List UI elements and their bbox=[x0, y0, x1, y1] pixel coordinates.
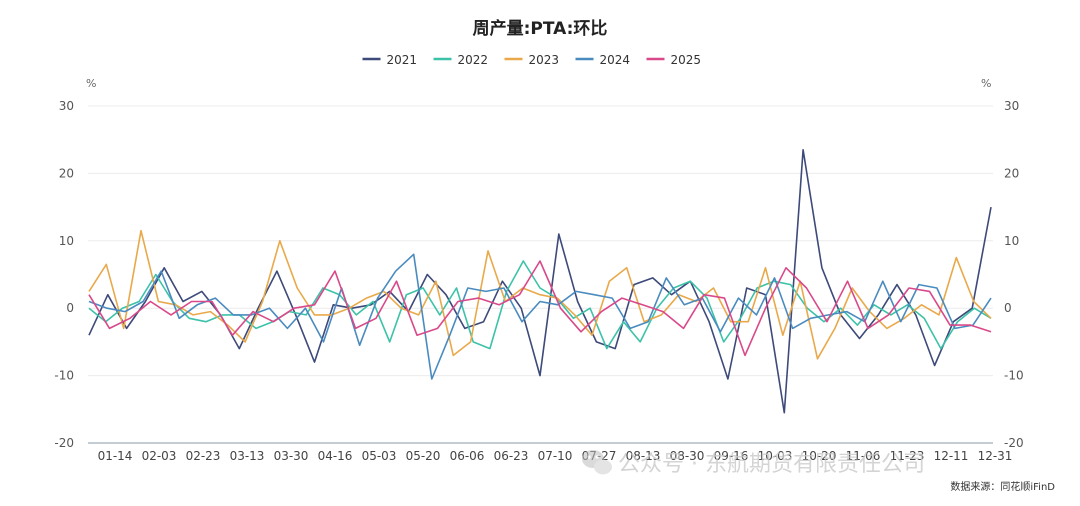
x-tick-label: 05-20 bbox=[406, 449, 441, 463]
y-tick-right: 20 bbox=[1004, 166, 1019, 180]
legend-label: 2025 bbox=[671, 53, 702, 67]
x-tick-label: 05-03 bbox=[362, 449, 397, 463]
legend-label: 2021 bbox=[387, 53, 418, 67]
x-tick-label: 09-16 bbox=[714, 449, 749, 463]
legend-item-2023[interactable]: 2023 bbox=[504, 53, 560, 67]
x-tick-label: 08-13 bbox=[626, 449, 661, 463]
chart-title: 周产量:PTA:环比 bbox=[473, 18, 608, 39]
legend-label: 2022 bbox=[458, 53, 489, 67]
x-tick-label: 02-03 bbox=[142, 449, 177, 463]
x-tick-label: 07-10 bbox=[538, 449, 573, 463]
x-tick-label: 04-16 bbox=[318, 449, 353, 463]
y-tick-left: 10 bbox=[59, 234, 74, 248]
right-unit-label: % bbox=[981, 77, 991, 90]
y-tick-right: -10 bbox=[1004, 369, 1024, 383]
legend-item-2021[interactable]: 2021 bbox=[362, 53, 418, 67]
series-line-2022 bbox=[88, 260, 992, 350]
y-tick-left: 30 bbox=[59, 99, 74, 113]
y-tick-right: 30 bbox=[1004, 99, 1019, 113]
y-tick-right: 10 bbox=[1004, 234, 1019, 248]
series-line-2021 bbox=[88, 149, 992, 414]
y-tick-left: 20 bbox=[59, 166, 74, 180]
legend-label: 2023 bbox=[529, 53, 560, 67]
x-tick-label: 10-03 bbox=[758, 449, 793, 463]
series-line-2025 bbox=[88, 260, 992, 357]
x-tick-label: 03-30 bbox=[274, 449, 309, 463]
x-tick-label: 12-31 bbox=[978, 449, 1013, 463]
gridlines bbox=[88, 105, 993, 444]
legend[interactable]: 2021 2022 2023 2024 2025 bbox=[362, 53, 702, 67]
y-tick-right: 0 bbox=[1004, 301, 1012, 315]
watermark-text: 公众号 · 东航期货有限责任公司 bbox=[618, 452, 925, 477]
x-tick-label: 10-20 bbox=[802, 449, 837, 463]
x-tick-label: 11-23 bbox=[890, 449, 925, 463]
x-tick-label: 06-23 bbox=[494, 449, 529, 463]
series-lines bbox=[88, 149, 992, 414]
series-line-2023 bbox=[88, 229, 992, 360]
legend-item-2025[interactable]: 2025 bbox=[646, 53, 702, 67]
x-tick-label: 03-13 bbox=[230, 449, 265, 463]
data-source: 数据来源：同花顺iFinD bbox=[950, 480, 1055, 493]
y-tick-left: -10 bbox=[54, 369, 74, 383]
y-tick-left: 0 bbox=[66, 301, 74, 315]
x-tick-label: 11-06 bbox=[846, 449, 881, 463]
y-tick-left: -20 bbox=[54, 436, 74, 450]
wechat-icon bbox=[582, 450, 612, 475]
series-line-2024 bbox=[88, 253, 992, 380]
x-axis: 01-14 02-03 02-23 03-13 03-30 04-16 05-03 05-20… bbox=[98, 449, 1013, 463]
legend-item-2024[interactable]: 2024 bbox=[575, 53, 631, 67]
y-axis-right: 30 20 10 0 -10 -20 bbox=[1004, 99, 1024, 450]
x-tick-label: 08-30 bbox=[670, 449, 705, 463]
left-unit-label: % bbox=[86, 77, 96, 90]
x-tick-label: 01-14 bbox=[98, 449, 133, 463]
y-axis-left: 30 20 10 0 -10 -20 bbox=[54, 99, 74, 450]
x-tick-label: 12-11 bbox=[934, 449, 969, 463]
x-tick-label: 02-23 bbox=[186, 449, 221, 463]
watermark: 公众号 · 东航期货有限责任公司 bbox=[582, 450, 925, 477]
legend-label: 2024 bbox=[600, 53, 631, 67]
x-tick-label: 06-06 bbox=[450, 449, 485, 463]
y-tick-right: -20 bbox=[1004, 436, 1024, 450]
legend-item-2022[interactable]: 2022 bbox=[433, 53, 489, 67]
